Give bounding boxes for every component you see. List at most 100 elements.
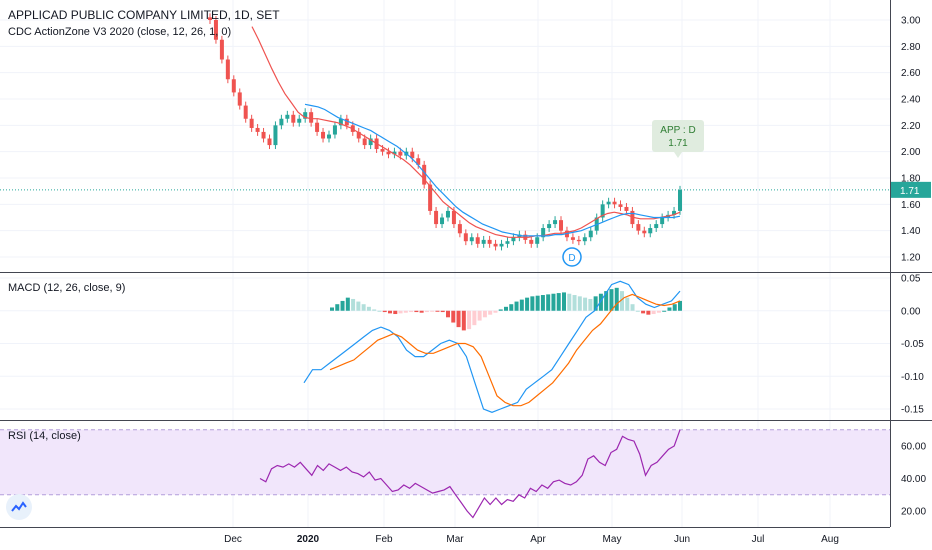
macd-histogram-bar [662, 310, 667, 312]
macd-tick-label: -0.05 [901, 339, 924, 350]
macd-histogram-bar [588, 298, 593, 311]
candle [380, 149, 385, 152]
candle [285, 114, 290, 119]
grid-lines [0, 0, 890, 527]
macd-histogram-bar [493, 310, 498, 313]
candle [303, 112, 308, 119]
candle [445, 210, 450, 218]
macd-histogram-bar [382, 310, 387, 313]
candle [541, 228, 546, 238]
macd-histogram-bar [598, 293, 603, 311]
time-tick-label: Aug [821, 534, 839, 545]
macd-histogram-bar [361, 304, 366, 311]
macd-histogram-bar [525, 297, 530, 311]
tradingview-logo-icon[interactable] [6, 494, 32, 520]
candle [410, 151, 415, 159]
candle [344, 118, 349, 126]
candle [553, 220, 558, 225]
macd-tick-label: -0.15 [901, 405, 924, 416]
candle [559, 220, 564, 231]
candle [434, 210, 439, 225]
candle [636, 224, 641, 231]
macd-histogram-bar [577, 296, 582, 311]
macd-histogram-bar [625, 297, 630, 311]
macd-histogram-bar [514, 301, 519, 311]
signal-label: APP : D [660, 125, 695, 136]
macd-histogram-bar [419, 310, 424, 313]
macd-histogram-bar [414, 310, 419, 313]
macd-histogram-bar [488, 310, 493, 315]
candle [612, 201, 617, 205]
time-tick-label: Jun [674, 534, 690, 545]
candle [678, 189, 682, 211]
macd-histogram-bar [614, 287, 619, 311]
time-tick-label: 2020 [297, 534, 320, 545]
price-tick-label: 2.40 [901, 95, 921, 106]
candle [279, 118, 284, 126]
candle [493, 243, 498, 247]
macd-histogram-bar [351, 298, 356, 311]
candle [243, 105, 248, 119]
candle [481, 239, 486, 244]
macd-histogram-bar [656, 310, 661, 313]
macd-histogram-bar [446, 310, 450, 318]
candle [469, 237, 474, 242]
candle [267, 138, 272, 146]
macd-tick-label: -0.10 [901, 372, 924, 383]
price-tick-label: 1.80 [901, 174, 921, 185]
rsi-tick-label: 20.00 [901, 507, 926, 518]
macd-histogram-bar [651, 310, 656, 315]
macd-histogram-bar [340, 300, 345, 311]
macd-histogram-bar [356, 301, 361, 311]
candle [261, 131, 266, 139]
candle [297, 118, 302, 123]
macd-histogram-bar [609, 289, 614, 311]
macd-histogram-bar [388, 310, 392, 314]
macd-histogram-bar [482, 310, 487, 318]
time-tick-label: Dec [224, 534, 242, 545]
macd-histogram-bar [435, 310, 440, 312]
macd-histogram-bar [593, 296, 598, 311]
candle [576, 239, 581, 242]
macd-histogram-bar [393, 310, 398, 315]
price-tick-label: 2.80 [901, 42, 921, 53]
price-tag-box [891, 181, 931, 198]
macd-histogram-bar [667, 307, 672, 311]
price-tick-label: 2.60 [901, 68, 921, 79]
candle [237, 92, 242, 106]
macd-tick-label: 0.00 [901, 306, 921, 317]
candle [368, 138, 373, 146]
candle [213, 20, 218, 40]
candle [225, 59, 230, 80]
candle [428, 184, 433, 211]
candle [570, 237, 575, 240]
macd-histogram-bar [377, 310, 382, 312]
macd-histogram-bar [672, 304, 677, 311]
candle [440, 217, 445, 225]
macd-histogram-bar [583, 297, 588, 311]
candle [463, 233, 468, 242]
candle [451, 210, 456, 225]
macd-histogram-bar [678, 300, 682, 311]
candle [398, 151, 403, 156]
candle [487, 239, 492, 244]
macd-histogram-bar [630, 304, 635, 311]
candle [582, 237, 587, 242]
macd-histogram-bar [646, 310, 651, 315]
candle [642, 230, 647, 234]
price-tick-label: 1.20 [901, 253, 921, 264]
macd-histogram-bar [498, 309, 503, 311]
candle [326, 134, 331, 139]
candle [654, 224, 659, 229]
candle [255, 127, 260, 132]
candle [624, 206, 629, 211]
signal-marker [562, 247, 582, 267]
time-tick-label: Jul [752, 534, 765, 545]
macd-histogram-bar [403, 310, 408, 313]
macd-histogram-bar [456, 310, 461, 328]
price-tick-label: 1.60 [901, 200, 921, 211]
candle [416, 158, 421, 165]
candle [332, 125, 337, 135]
